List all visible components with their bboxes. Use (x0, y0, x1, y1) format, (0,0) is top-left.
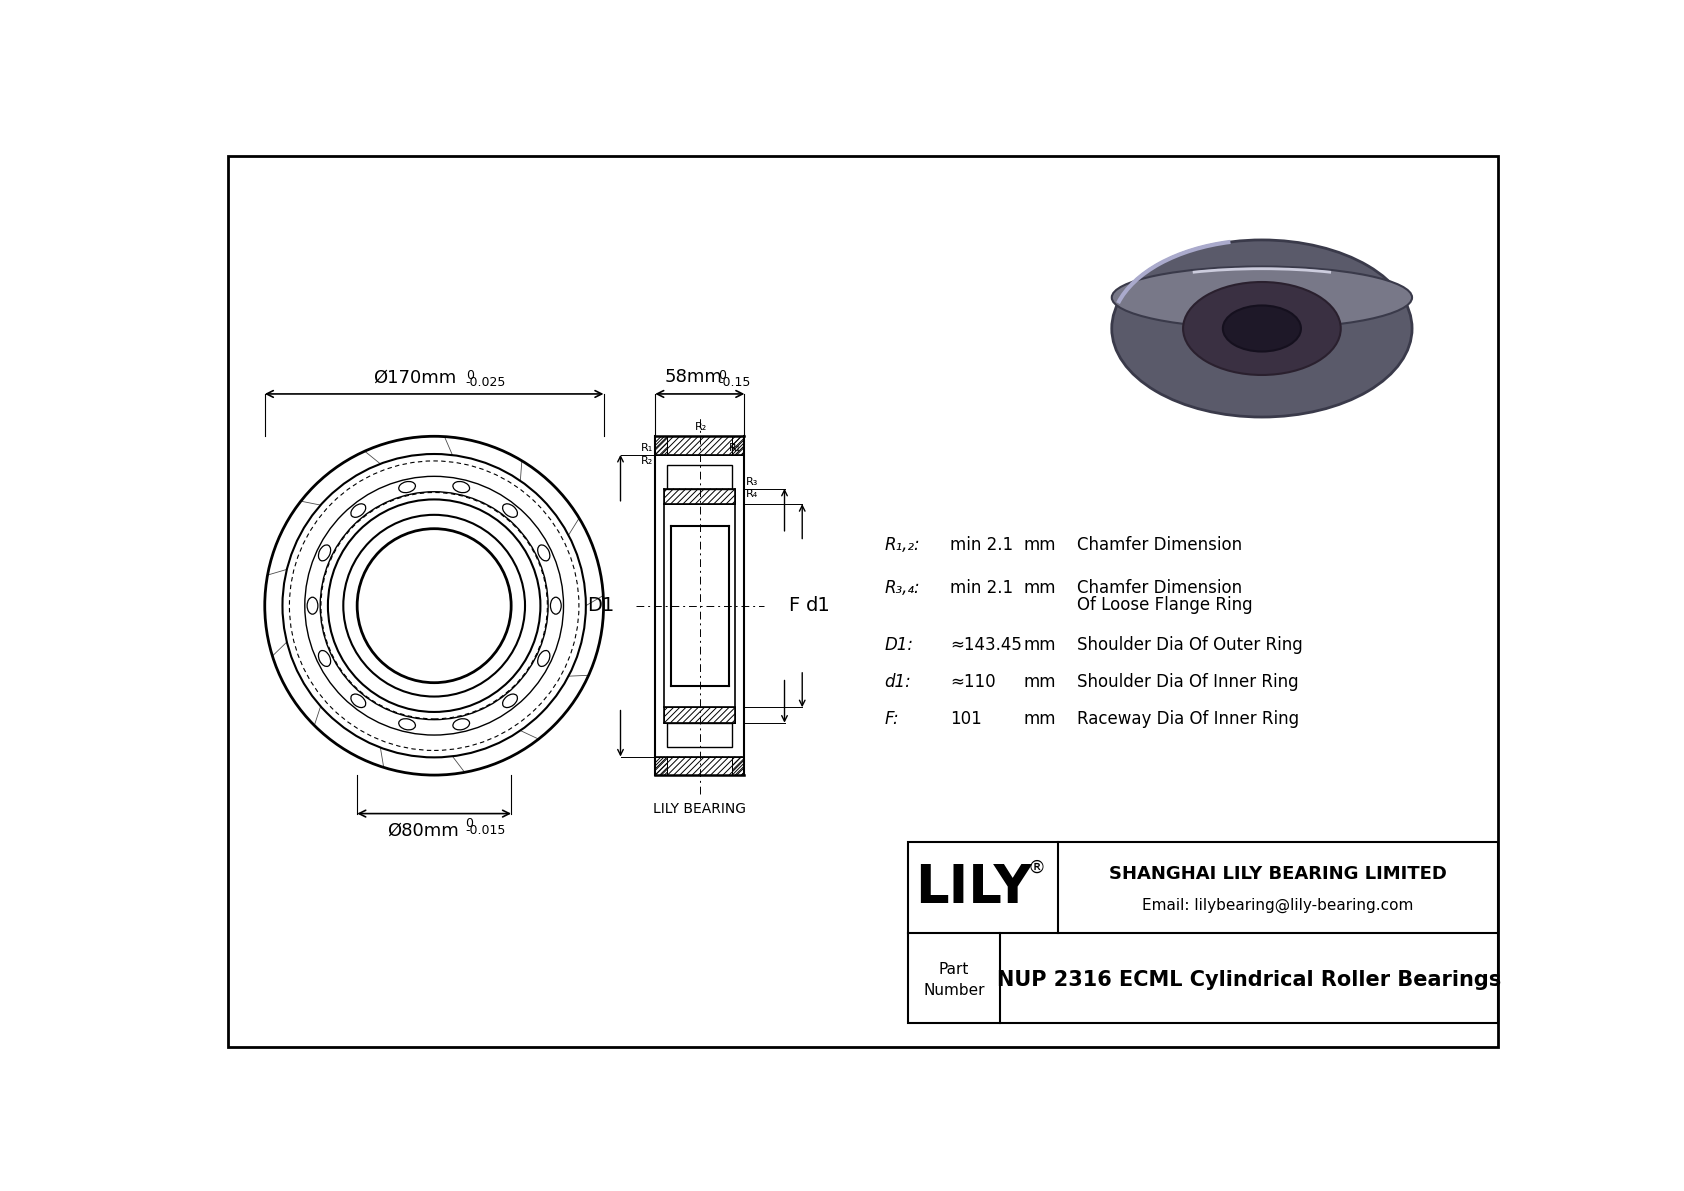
Text: R₂: R₂ (642, 455, 653, 466)
Text: Ø170mm: Ø170mm (374, 368, 456, 386)
Text: Shoulder Dia Of Inner Ring: Shoulder Dia Of Inner Ring (1078, 673, 1298, 692)
Bar (655, 756, 667, 775)
Text: Shoulder Dia Of Outer Ring: Shoulder Dia Of Outer Ring (1078, 636, 1303, 655)
Text: d1:: d1: (884, 673, 911, 692)
Bar (655, 756, 744, 775)
Text: R₂: R₂ (695, 422, 707, 431)
Bar (665, 707, 736, 723)
Bar (655, 756, 667, 775)
Text: mm: mm (1024, 710, 1056, 729)
Text: Part
Number: Part Number (923, 961, 985, 998)
Text: mm: mm (1024, 636, 1056, 655)
Ellipse shape (1184, 282, 1340, 375)
Text: d1: d1 (807, 597, 830, 616)
Bar (908, 842, 1497, 1023)
Text: ≈143.45: ≈143.45 (950, 636, 1022, 655)
Text: F: F (788, 597, 800, 616)
Bar (655, 436, 744, 455)
Text: LILY BEARING: LILY BEARING (653, 802, 746, 816)
Text: 0: 0 (465, 817, 473, 830)
Ellipse shape (1223, 305, 1302, 351)
Bar (733, 436, 744, 455)
Text: -0.015: -0.015 (465, 824, 505, 837)
Text: D1:: D1: (884, 636, 914, 655)
Text: mm: mm (1024, 673, 1056, 692)
Text: R₃,₄:: R₃,₄: (884, 579, 919, 597)
Bar (667, 464, 733, 488)
Text: ®: ® (1027, 859, 1046, 877)
Bar (733, 756, 744, 775)
Text: NUP 2316 ECML Cylindrical Roller Bearings: NUP 2316 ECML Cylindrical Roller Bearing… (997, 969, 1500, 990)
Text: 0: 0 (719, 369, 726, 381)
Bar (665, 488, 736, 504)
Text: D1: D1 (588, 597, 615, 616)
Text: Ø80mm: Ø80mm (387, 822, 458, 840)
Bar (655, 756, 744, 775)
Bar (733, 756, 744, 775)
Bar (665, 488, 736, 504)
Text: SHANGHAI LILY BEARING LIMITED: SHANGHAI LILY BEARING LIMITED (1108, 865, 1447, 883)
Text: mm: mm (1024, 579, 1056, 597)
Text: Chamfer Dimension: Chamfer Dimension (1078, 536, 1243, 554)
Text: R₁,₂:: R₁,₂: (884, 536, 919, 554)
Text: R₁: R₁ (642, 443, 653, 454)
Text: 101: 101 (950, 710, 982, 729)
Bar (733, 436, 744, 455)
Bar (655, 436, 744, 455)
Text: R₃: R₃ (746, 478, 758, 487)
Text: -0.025: -0.025 (466, 376, 507, 389)
Ellipse shape (1111, 267, 1413, 329)
Text: min 2.1: min 2.1 (950, 579, 1014, 597)
Bar (665, 707, 736, 723)
Text: R₄: R₄ (746, 490, 758, 499)
Text: F:: F: (884, 710, 899, 729)
Text: R₁: R₁ (729, 443, 741, 454)
Bar (655, 436, 667, 455)
Text: -0.15: -0.15 (719, 376, 751, 389)
Ellipse shape (1111, 239, 1413, 417)
Text: Of Loose Flange Ring: Of Loose Flange Ring (1078, 596, 1253, 613)
Text: min 2.1: min 2.1 (950, 536, 1014, 554)
Text: ≈110: ≈110 (950, 673, 995, 692)
Text: mm: mm (1024, 536, 1056, 554)
Text: 58mm: 58mm (665, 368, 722, 386)
Text: 0: 0 (466, 369, 473, 381)
Text: LILY: LILY (914, 861, 1032, 913)
Text: Email: lilybearing@lily-bearing.com: Email: lilybearing@lily-bearing.com (1142, 898, 1413, 913)
Text: Raceway Dia Of Inner Ring: Raceway Dia Of Inner Ring (1078, 710, 1300, 729)
Bar (667, 723, 733, 747)
Bar (655, 436, 667, 455)
Text: Chamfer Dimension: Chamfer Dimension (1078, 579, 1243, 597)
